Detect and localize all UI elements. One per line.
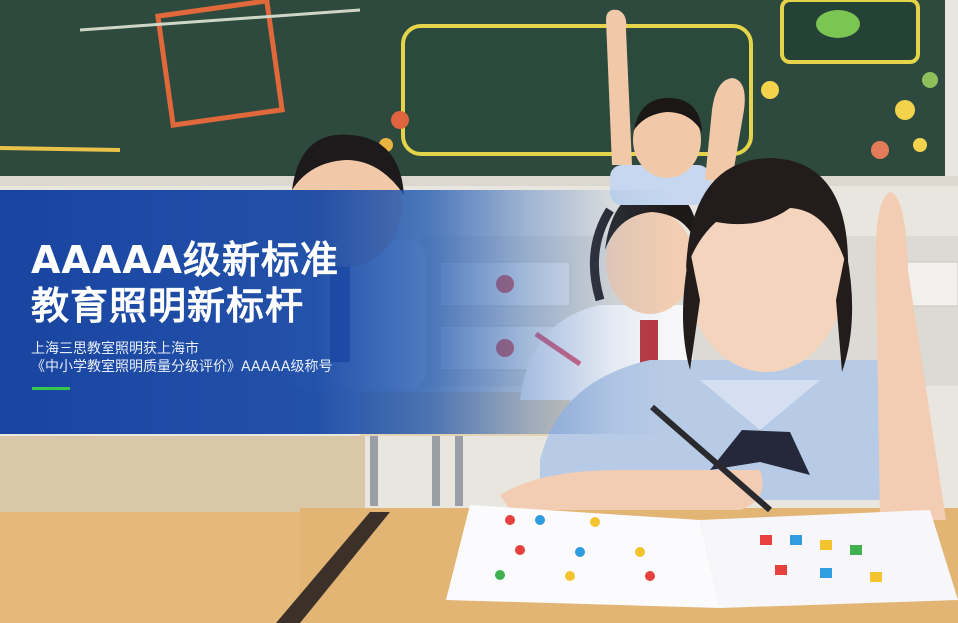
banner-subtitle-line2: 《中小学教室照明质量分级评价》AAAAA级称号 [31, 359, 333, 375]
banner-title-line1: AAAAA级新标准 [31, 238, 340, 282]
open-workbook [446, 505, 958, 608]
accent-underline [32, 387, 70, 390]
banner-subtitle-line1: 上海三思教室照明获上海市 [31, 341, 199, 357]
banner-title-line2: 教育照明新标杆 [31, 284, 305, 328]
student-boy-back [606, 9, 745, 205]
banner-overlay [0, 190, 958, 434]
